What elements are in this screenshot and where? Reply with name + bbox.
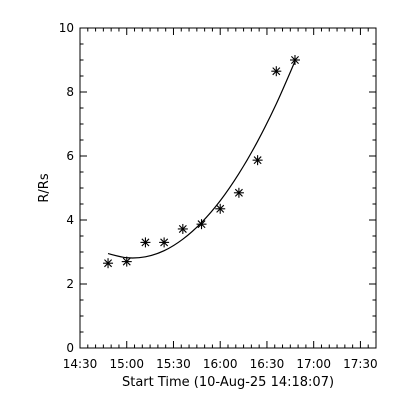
data-point xyxy=(233,187,244,198)
data-point xyxy=(121,256,132,267)
data-point xyxy=(159,237,170,248)
data-point xyxy=(177,223,188,234)
y-tick-label: 0 xyxy=(66,341,74,355)
x-tick-label: 16:30 xyxy=(250,357,285,371)
x-tick-label: 15:30 xyxy=(156,357,191,371)
data-point xyxy=(103,258,114,269)
x-tick-labels: 14:30 15:00 15:30 16:00 16:30 17:00 17:30 xyxy=(63,357,378,371)
y-tick-label: 2 xyxy=(66,277,74,291)
plot-frame xyxy=(79,27,377,349)
data-point xyxy=(196,219,207,230)
y-tick-label: 4 xyxy=(66,213,74,227)
data-point xyxy=(271,66,282,77)
y-axis-label: R/Rs xyxy=(37,173,52,202)
x-tick-label: 17:00 xyxy=(296,357,331,371)
y-tick-label: 6 xyxy=(66,149,74,163)
x-tick-label: 17:30 xyxy=(343,357,378,371)
data-point xyxy=(252,155,263,166)
x-tick-label: 14:30 xyxy=(63,357,98,371)
y-tick-label: 10 xyxy=(59,21,74,35)
x-tick-label: 15:00 xyxy=(109,357,144,371)
x-tick-label: 16:00 xyxy=(203,357,238,371)
data-point xyxy=(289,55,300,65)
y-tick-labels: 0 2 4 6 8 10 xyxy=(59,21,74,355)
axis-ticks xyxy=(79,27,377,349)
data-point xyxy=(215,203,226,214)
x-axis-label: Start Time (10-Aug-25 14:18:07) xyxy=(122,375,334,390)
data-points-layer xyxy=(103,55,300,269)
y-tick-label: 8 xyxy=(66,85,74,99)
data-point xyxy=(140,237,151,248)
